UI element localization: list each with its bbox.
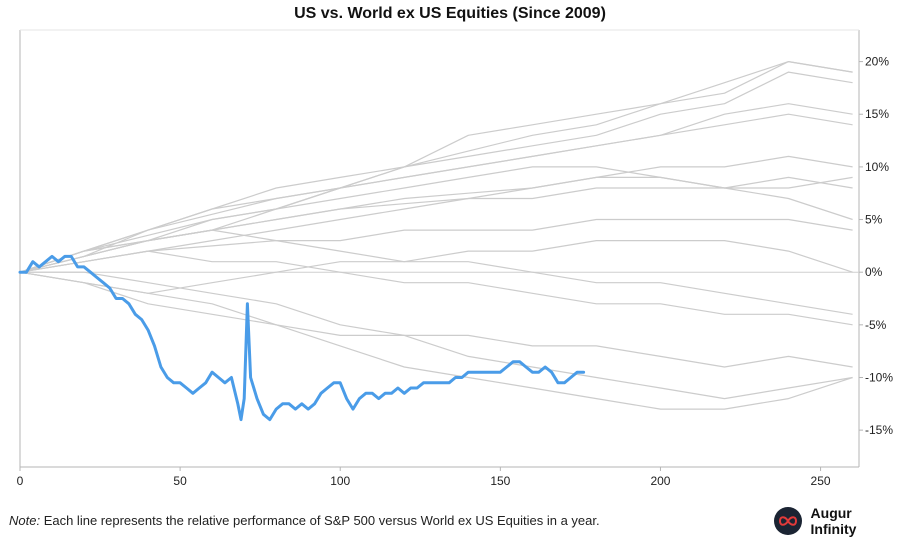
y-tick-label: -10%: [865, 370, 893, 384]
background-series-line: [19, 176, 853, 273]
brand: Augur Infinity: [774, 505, 900, 537]
y-tick-label: 10%: [865, 160, 889, 174]
y-tick-label: 15%: [865, 107, 889, 121]
chart-title: US vs. World ex US Equities (Since 2009): [294, 5, 606, 22]
note-label: Note:: [9, 513, 41, 528]
y-tick-label: -15%: [865, 423, 893, 437]
highlight-series-line: [18, 254, 586, 422]
background-series-line: [19, 155, 853, 273]
background-series-line: [19, 71, 853, 273]
x-tick-label: 200: [650, 474, 670, 488]
y-tick-label: 20%: [865, 55, 889, 69]
background-series-line: [19, 240, 853, 294]
y-tick-label: -5%: [865, 318, 887, 332]
x-tick-label: 150: [490, 474, 510, 488]
x-tick-label: 250: [811, 474, 831, 488]
brand-name: Augur Infinity: [810, 505, 857, 537]
background-series-line: [19, 271, 853, 410]
background-series-line: [19, 271, 853, 368]
chart-note: Note: Each line represents the relative …: [9, 513, 600, 528]
x-tick-label: 50: [173, 474, 187, 488]
background-series-line: [19, 113, 853, 273]
y-tick-label: 5%: [865, 213, 883, 227]
background-series-line: [19, 218, 853, 273]
background-series-line: [19, 250, 853, 326]
infinity-icon: [774, 507, 802, 535]
background-series-line: [20, 271, 853, 400]
background-series-line: [19, 166, 853, 273]
background-series-line: [19, 176, 853, 273]
x-tick-label: 100: [330, 474, 350, 488]
y-tick-label: 0%: [865, 265, 883, 279]
x-tick-label: 0: [17, 474, 24, 488]
note-text: Each line represents the relative perfor…: [40, 513, 600, 528]
